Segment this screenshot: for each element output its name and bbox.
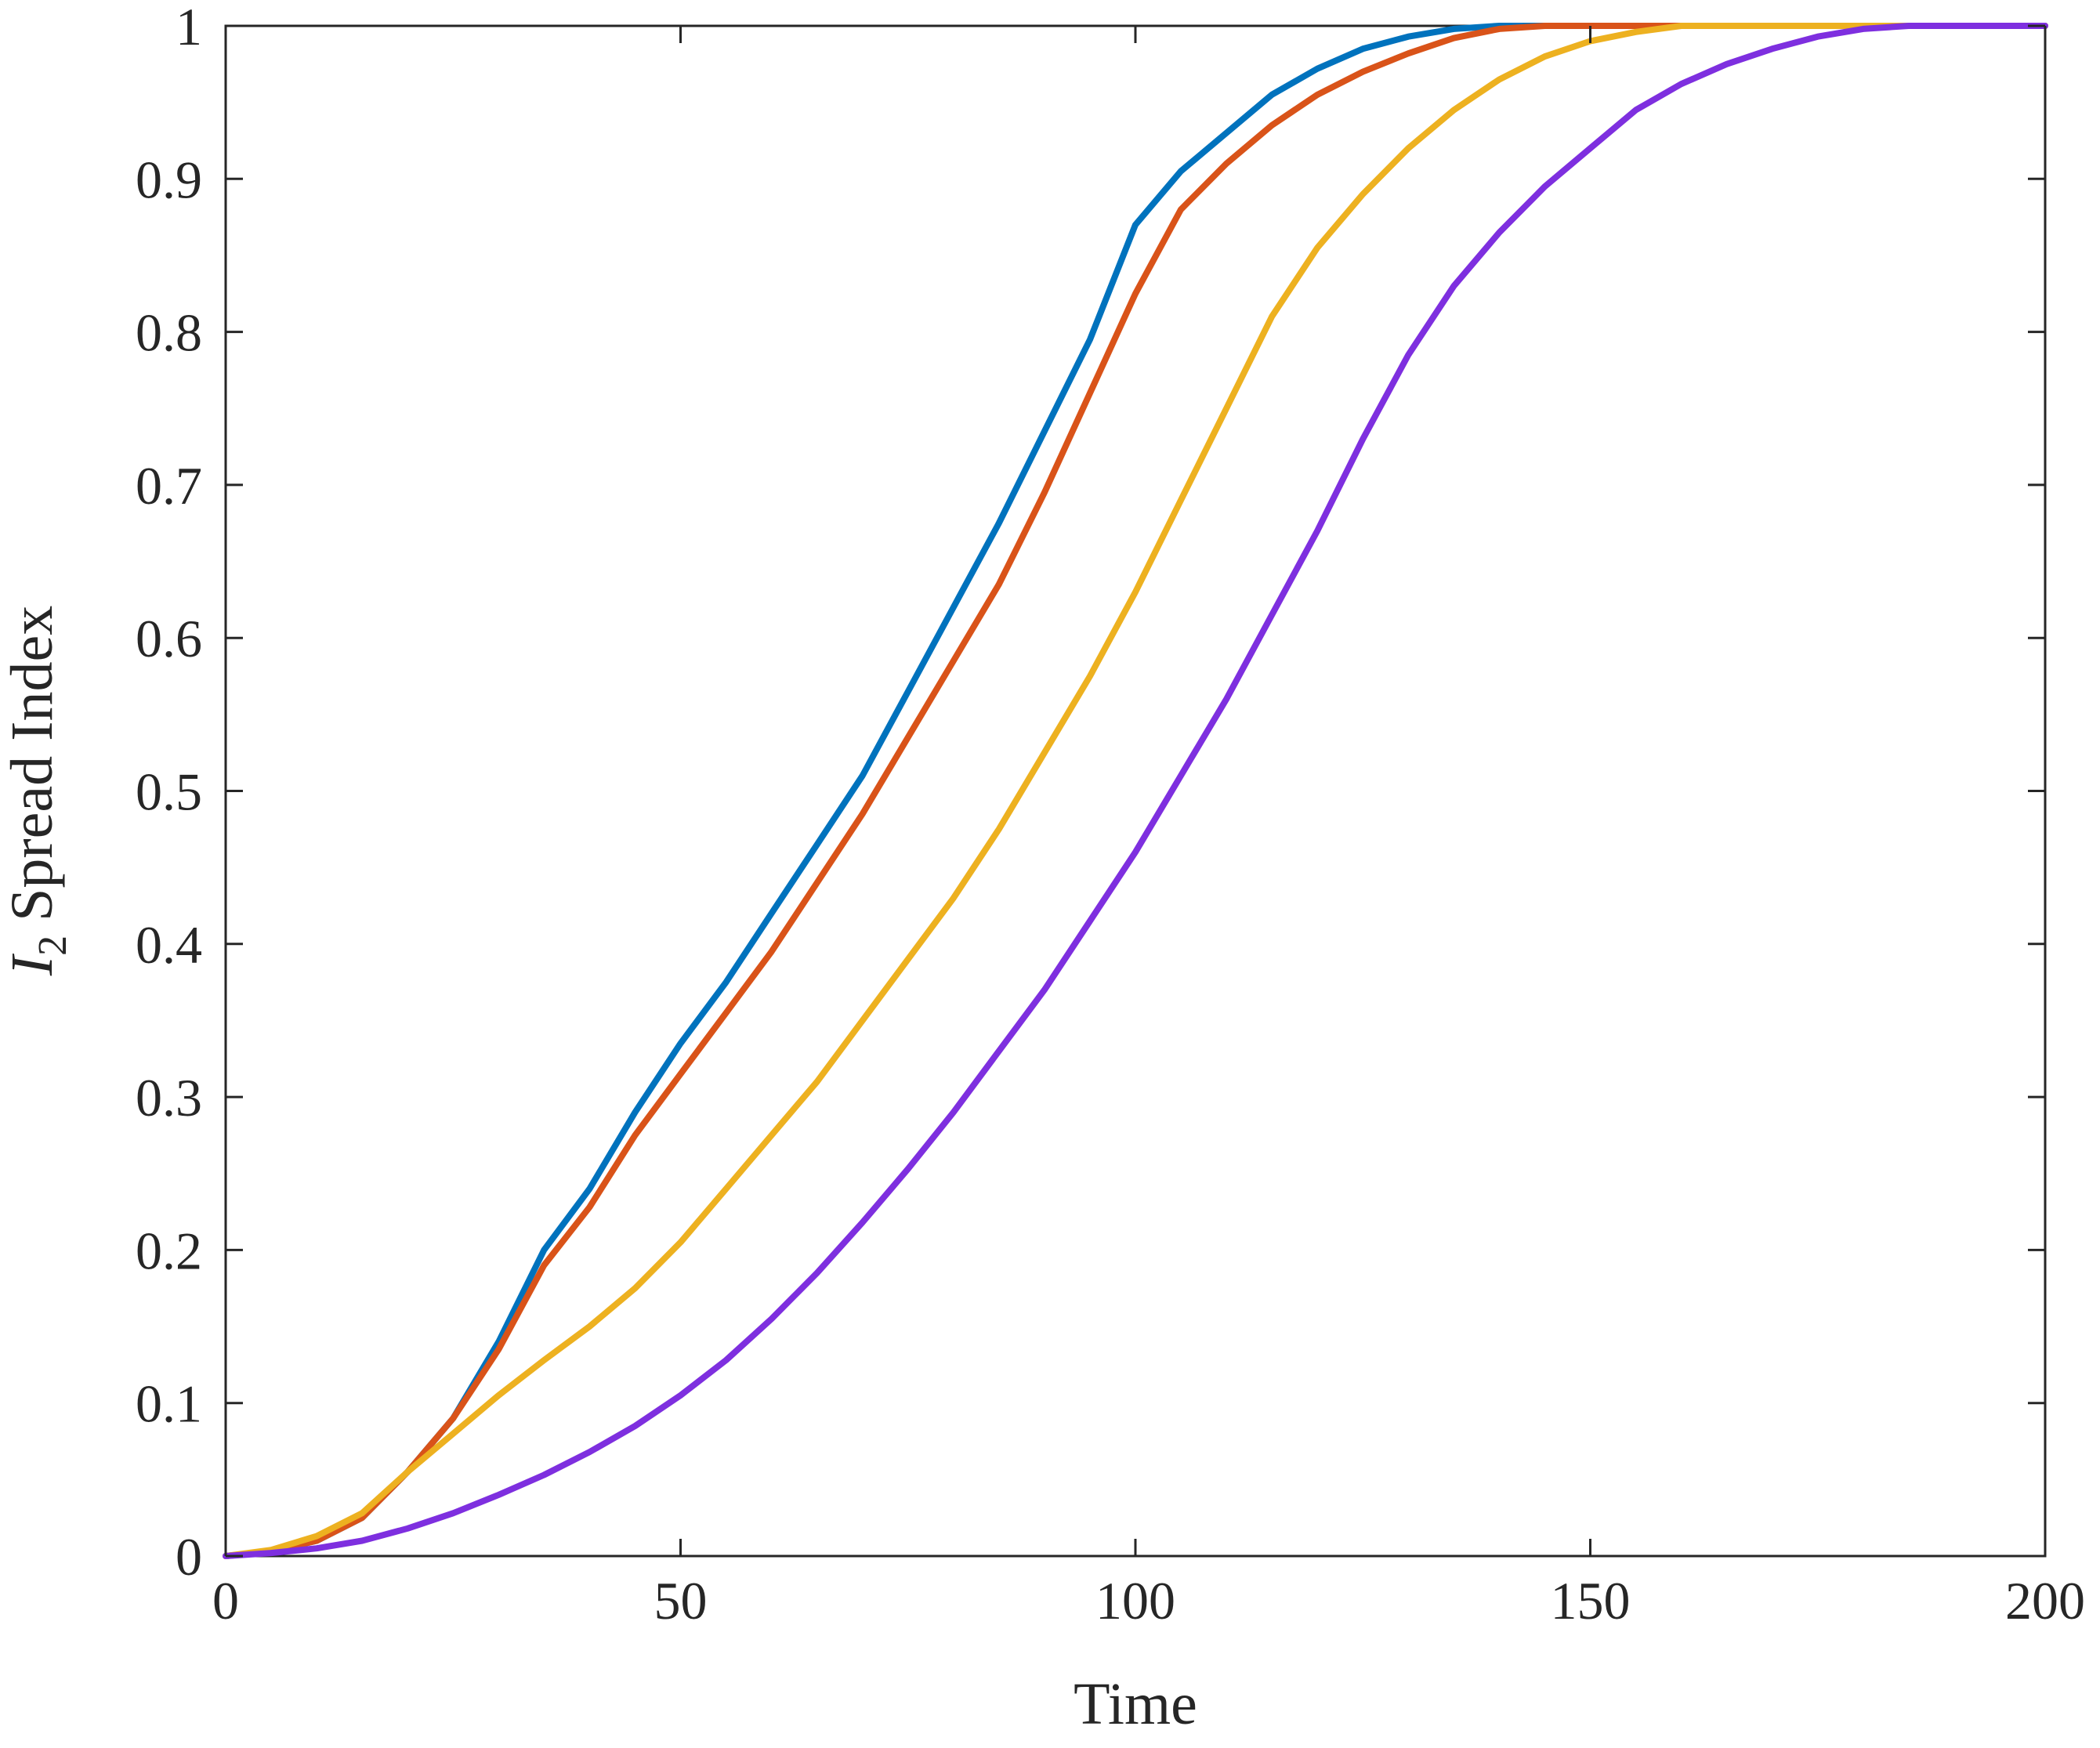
y-tick-label: 0.7 xyxy=(136,456,202,516)
y-axis-text: Spread Index xyxy=(0,606,65,921)
series-layer xyxy=(223,23,2048,1559)
y-tick-label: 0.3 xyxy=(136,1068,202,1127)
plot-area xyxy=(223,23,2048,1559)
y-tick-label: 0.1 xyxy=(136,1374,202,1434)
y-tick-label: 0.8 xyxy=(136,303,202,363)
y-tick-labels: 0 0.1 0.2 0.3 0.4 0.5 0.6 0.7 0.8 0.9 1 xyxy=(136,0,202,1587)
y-tick-label: 0.9 xyxy=(136,150,202,209)
y-tick-label: 0.4 xyxy=(136,915,202,975)
x-tick-label: 150 xyxy=(1551,1571,1631,1630)
x-tick-label: 0 xyxy=(212,1571,239,1630)
series-line-2 xyxy=(223,23,2048,1559)
y-tick-label: 0.6 xyxy=(136,609,202,668)
x-tick-label: 50 xyxy=(654,1571,708,1630)
y-axis-title: I2 Spread Index xyxy=(0,606,75,976)
axes-box xyxy=(224,24,2047,1558)
y-axis-subscript: 2 xyxy=(31,936,75,956)
x-tick-labels: 0 50 100 150 200 xyxy=(212,1571,2085,1630)
x-axis-title: Time xyxy=(1074,1671,1197,1737)
y-tick-label: 0.2 xyxy=(136,1221,202,1280)
x-tick-label: 200 xyxy=(2005,1571,2085,1630)
y-axis-symbol: I xyxy=(0,953,65,976)
y-tick-label: 0.5 xyxy=(136,762,202,822)
y-tick-label: 1 xyxy=(176,0,202,56)
tick-marks xyxy=(224,24,2047,1558)
x-tick-label: 100 xyxy=(1095,1571,1175,1630)
series-line-4 xyxy=(223,23,2048,1559)
y-tick-label: 0 xyxy=(176,1527,202,1587)
